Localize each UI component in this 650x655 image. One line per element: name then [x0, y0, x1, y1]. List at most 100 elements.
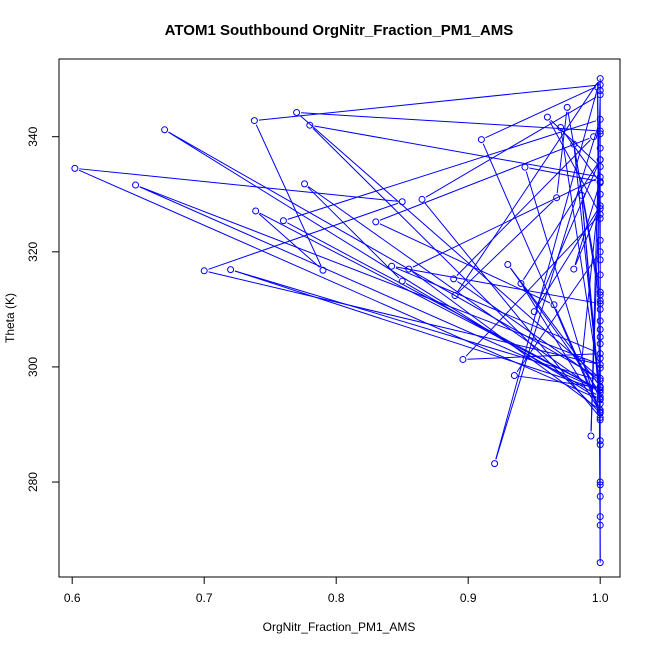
series-line-segment [379, 223, 551, 304]
data-point [596, 400, 604, 408]
series-line-segment [560, 131, 601, 384]
data-point [596, 364, 604, 372]
data-point [596, 354, 604, 362]
data-point [596, 256, 604, 264]
x-tick-label: 1.0 [592, 591, 609, 605]
data-point [451, 292, 459, 300]
series-line-segment [465, 217, 598, 357]
series-line-segment [495, 123, 600, 460]
series-line-segment [234, 270, 597, 390]
data-point [596, 559, 604, 567]
series-line-segment [457, 200, 554, 293]
series-line-segment [424, 202, 598, 415]
series-line-segment [314, 125, 596, 177]
data-point [578, 191, 586, 199]
data-point [596, 115, 604, 123]
data-point [587, 432, 595, 440]
data-point [596, 386, 604, 394]
data-point [596, 393, 604, 401]
data-point [596, 179, 604, 187]
data-point [578, 357, 586, 365]
plot-frame [58, 58, 621, 578]
series-line-segment [208, 202, 399, 270]
series-line-segment [395, 266, 596, 304]
data-point [477, 136, 485, 144]
data-point [510, 372, 518, 380]
series-line-segment [78, 169, 597, 399]
y-axis: 280 300 320 340 [26, 126, 59, 492]
data-point [596, 202, 604, 210]
data-point [596, 478, 604, 486]
series-line-segment [482, 143, 599, 410]
series-line-segment [550, 119, 598, 164]
series-line-segment [287, 120, 597, 220]
data-point [596, 190, 604, 198]
series-line-segment [456, 139, 591, 277]
series-line-segment [457, 82, 599, 293]
data-point [596, 492, 604, 500]
data-point [596, 305, 604, 313]
data-point [306, 121, 314, 129]
series-line-segment [523, 163, 599, 280]
data-point [596, 214, 604, 222]
series-line-segment [535, 163, 599, 308]
series-line-segment [425, 96, 597, 198]
data-point [596, 513, 604, 521]
series-line-segment [412, 271, 597, 408]
data-point [596, 144, 604, 152]
series-line-segment [139, 186, 597, 389]
series-line-segment [485, 86, 597, 139]
y-axis-label: Theta (K) [3, 293, 17, 343]
data-point [279, 217, 287, 225]
data-point [200, 267, 208, 275]
data-point [398, 277, 406, 285]
series-line-segment [555, 308, 599, 407]
data-point [398, 198, 406, 206]
series-line-segment [299, 115, 598, 376]
series-line-segment [301, 112, 596, 132]
data-point [596, 205, 604, 213]
data-point [596, 333, 604, 341]
data-point [521, 163, 529, 171]
data-point [596, 521, 604, 529]
data-point [596, 395, 604, 403]
data-point [596, 288, 604, 296]
series-line-segment [307, 186, 400, 279]
data-point [596, 91, 604, 99]
series-line-segment [495, 82, 600, 460]
x-axis: 0.6 0.7 0.8 0.9 1.0 [64, 577, 609, 605]
series-line-segment [412, 178, 597, 268]
data-point [596, 408, 604, 416]
data-point [596, 156, 604, 164]
data-point [596, 127, 604, 135]
series-line-segment [562, 130, 598, 180]
data-point [596, 340, 604, 348]
data-point [504, 260, 512, 268]
series-line-segment [575, 209, 599, 266]
series-line-segment [208, 271, 596, 365]
data-point [319, 266, 327, 274]
data-point [596, 130, 604, 138]
data-point [596, 163, 604, 171]
series-line-segment [258, 213, 320, 268]
data-point [550, 301, 558, 309]
data-point [252, 207, 260, 215]
data-point [161, 126, 169, 134]
data-point [250, 117, 258, 125]
data-point [590, 133, 598, 141]
data-point [596, 374, 604, 382]
data-point [596, 75, 604, 83]
data-point [301, 180, 309, 188]
data-point [405, 265, 413, 273]
data-point [596, 437, 604, 445]
series-line-segment [395, 267, 597, 353]
data-point [557, 123, 565, 131]
series-line-segment [556, 111, 568, 194]
data-point [596, 317, 604, 325]
series-line-segment [510, 267, 598, 390]
data-point [596, 441, 604, 449]
data-point [459, 355, 467, 363]
data-point [227, 266, 235, 274]
data-point [293, 109, 301, 117]
